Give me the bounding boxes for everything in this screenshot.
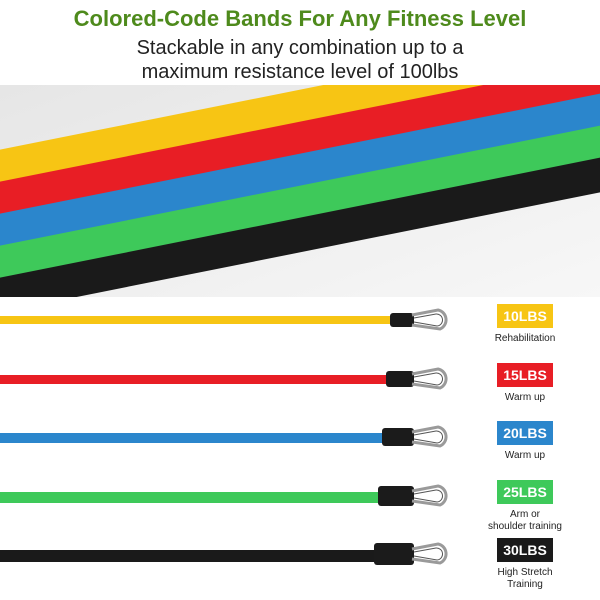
band-description: Rehabilitation	[465, 333, 585, 345]
sleeve	[390, 313, 414, 327]
weight-badge: 20LBS	[497, 421, 553, 445]
sleeve	[382, 428, 414, 446]
hero-band-15lbs	[0, 85, 600, 217]
description-line-2: Training	[507, 579, 543, 590]
subtitle: Stackable in any combination up to a max…	[0, 36, 600, 84]
subtitle-line-1: Stackable in any combination up to a	[136, 37, 464, 59]
subtitle-line-2: maximum resistance level of 100lbs	[141, 61, 459, 83]
band-description: Arm or shoulder training	[465, 509, 585, 533]
weight-badge: 30LBS	[497, 538, 553, 562]
band-description: High Stretch Training	[465, 567, 585, 591]
weight-badge: 25LBS	[497, 480, 553, 504]
description-line-1: Rehabilitation	[494, 333, 556, 344]
band-10lbs	[0, 308, 448, 331]
band-description: Warm up	[465, 450, 585, 462]
sleeve	[386, 371, 414, 387]
band-20lbs	[0, 425, 448, 448]
carabiner-icon	[411, 484, 448, 507]
hero-band-10lbs	[0, 85, 497, 185]
hero-band-25lbs	[0, 125, 600, 281]
carabiner-icon	[411, 367, 448, 390]
carabiner-icon	[411, 542, 448, 565]
description-line-1: Arm or	[510, 509, 540, 520]
carabiner-icon	[411, 425, 448, 448]
band-description: Warm up	[465, 392, 585, 404]
description-line-1: Warm up	[504, 392, 546, 403]
band-15lbs	[0, 367, 448, 390]
description-line-1: High Stretch	[497, 567, 553, 578]
bands-closeup-image	[0, 85, 600, 297]
weight-badge: 10LBS	[497, 304, 553, 328]
band-30lbs	[0, 542, 448, 565]
sleeve	[374, 543, 414, 565]
page-title: Colored-Code Bands For Any Fitness Level	[73, 6, 527, 31]
carabiner-icon	[411, 308, 448, 331]
description-line-2: shoulder training	[488, 521, 562, 532]
sleeve	[378, 486, 414, 506]
description-line-1: Warm up	[504, 450, 546, 461]
weight-badge: 15LBS	[497, 363, 553, 387]
band-25lbs	[0, 484, 448, 507]
hero-band-30lbs	[0, 157, 600, 297]
hero-band-20lbs	[0, 93, 600, 249]
